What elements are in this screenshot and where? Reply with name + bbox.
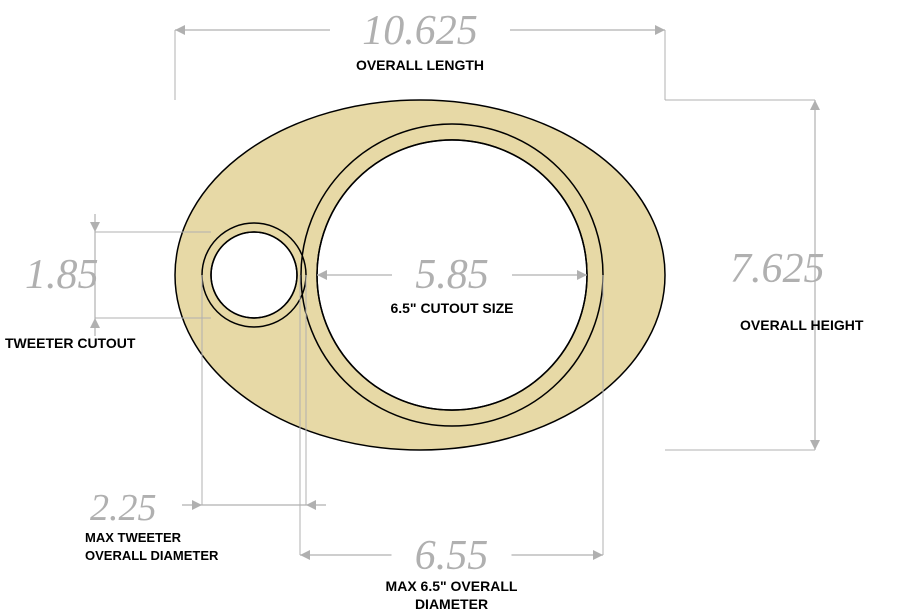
dim-cutout-65-label: 6.5" CUTOUT SIZE	[390, 300, 513, 316]
small-cutout-edge	[211, 232, 297, 318]
dim-overall-length-value: 10.625	[362, 8, 478, 54]
dim-tweeter-cutout-value: 1.85	[25, 252, 99, 298]
small-step-ring	[202, 223, 306, 327]
dim-overall-length-label: OVERALL LENGTH	[356, 57, 484, 73]
dim-max-65-dia-label1: MAX 6.5" OVERALL	[386, 578, 518, 594]
dim-tweeter-cutout-label: TWEETER CUTOUT	[5, 335, 136, 351]
dim-max-65-dia-value: 6.55	[415, 533, 489, 579]
dim-max-tweeter-dia-label2: OVERALL DIAMETER	[85, 548, 219, 563]
dim-overall-height-value: 7.625	[730, 246, 825, 292]
dim-max-tweeter-dia-label1: MAX TWEETER	[85, 530, 182, 545]
dim-max-tweeter-dia-value: 2.25	[90, 487, 157, 529]
dim-cutout-65-value: 5.85	[415, 252, 489, 298]
dim-max-65-dia-label2: DIAMETER	[415, 596, 488, 612]
dim-overall-height-label: OVERALL HEIGHT	[740, 317, 864, 333]
